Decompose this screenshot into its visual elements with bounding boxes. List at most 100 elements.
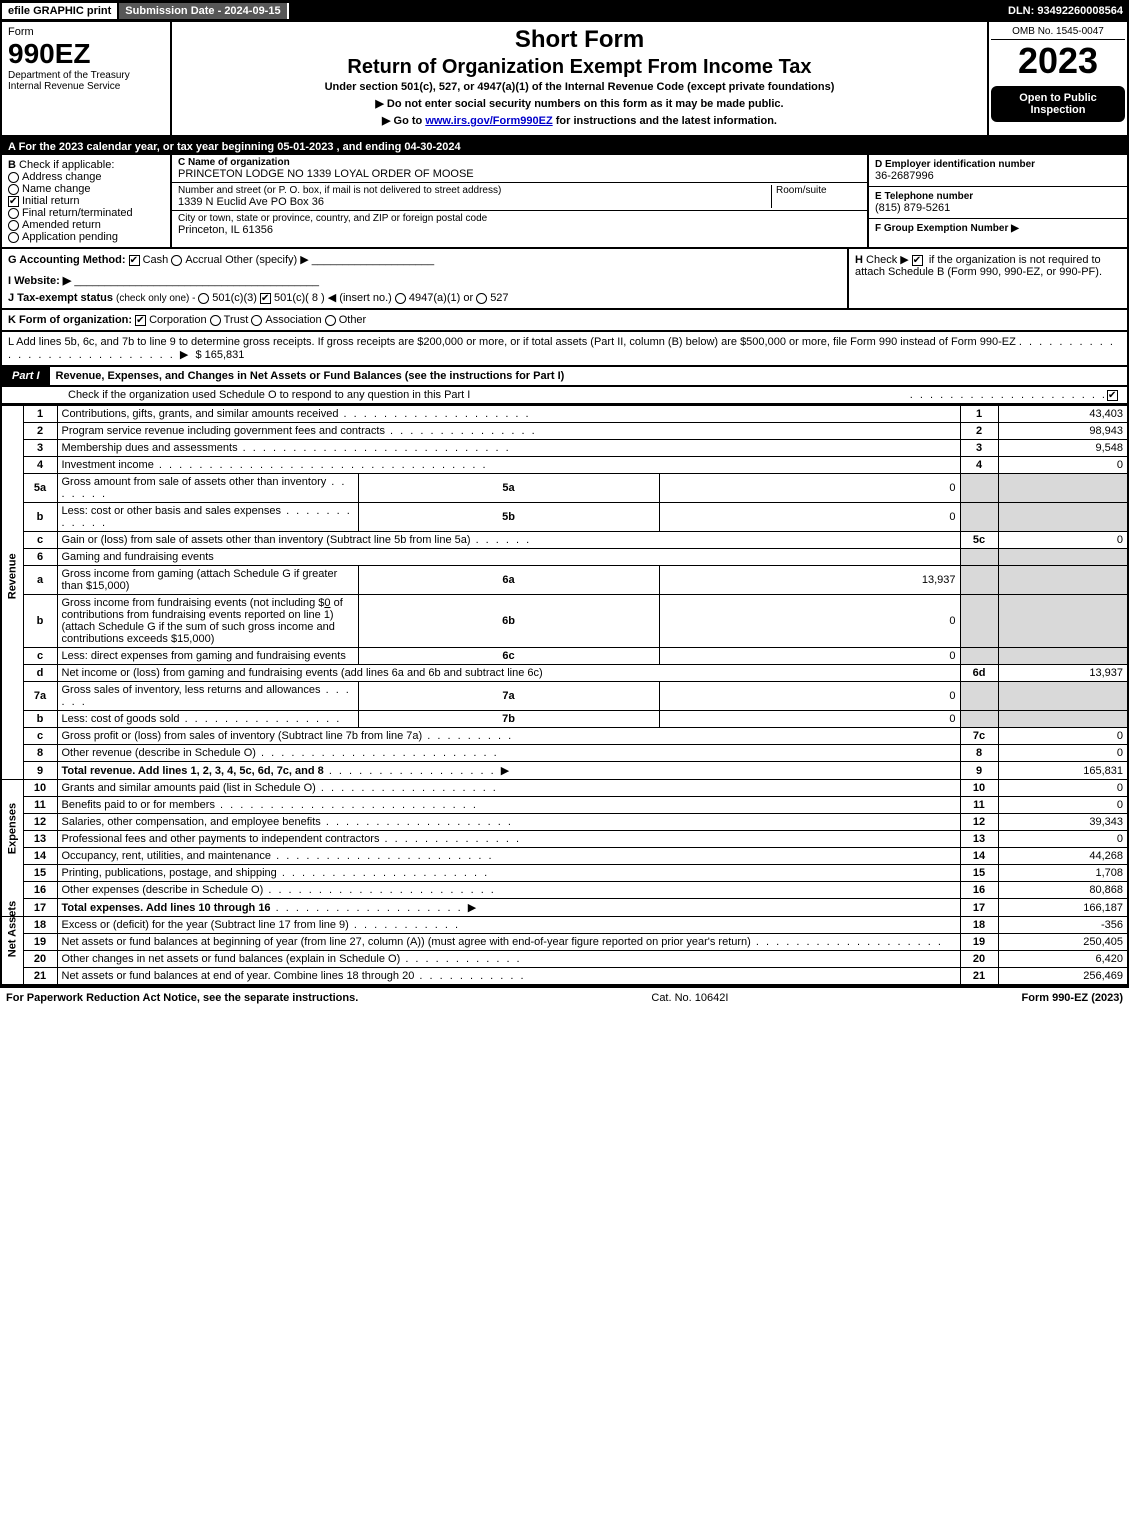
form-number: 990EZ <box>8 38 164 70</box>
row-5c: c Gain or (loss) from sale of assets oth… <box>1 532 1128 549</box>
sub-5a: 5a <box>358 474 659 503</box>
tax-year: 2023 <box>991 40 1125 82</box>
row-7a: 7a Gross sales of inventory, less return… <box>1 682 1128 711</box>
form-word: Form <box>8 26 164 38</box>
instr2-post: for instructions and the latest informat… <box>553 115 777 127</box>
chk-association[interactable] <box>251 315 262 326</box>
desc-6c: Less: direct expenses from gaming and fu… <box>62 650 346 662</box>
sv-7a: 0 <box>659 682 960 711</box>
row-21: 21 Net assets or fund balances at end of… <box>1 968 1128 986</box>
chk-501c3[interactable] <box>198 293 209 304</box>
chk-application-pending[interactable] <box>8 232 19 243</box>
rn-15: 15 <box>960 865 998 882</box>
section-gh: G Accounting Method: Cash Accrual Other … <box>0 249 1129 310</box>
desc-20: Other changes in net assets or fund bala… <box>62 953 401 965</box>
chk-527[interactable] <box>476 293 487 304</box>
chk-other-org[interactable] <box>325 315 336 326</box>
opt-initial-return: Initial return <box>22 195 79 207</box>
row-5a: 5a Gross amount from sale of assets othe… <box>1 474 1128 503</box>
part-i-check-row: Check if the organization used Schedule … <box>0 387 1129 405</box>
rv-12: 39,343 <box>998 814 1128 831</box>
rv-14: 44,268 <box>998 848 1128 865</box>
row-11: 11 Benefits paid to or for members . . .… <box>1 797 1128 814</box>
rv-9: 165,831 <box>998 762 1128 780</box>
chk-final-return[interactable] <box>8 208 19 219</box>
chk-address-change[interactable] <box>8 172 19 183</box>
ln-12: 12 <box>23 814 57 831</box>
section-def: D Employer identification number 36-2687… <box>867 155 1127 247</box>
shade-5a-v <box>998 474 1128 503</box>
j-sub: (check only one) - <box>116 293 198 304</box>
rn-6d: 6d <box>960 665 998 682</box>
ln-17: 17 <box>23 899 57 917</box>
ln-10: 10 <box>23 780 57 797</box>
chk-4947[interactable] <box>395 293 406 304</box>
chk-trust[interactable] <box>210 315 221 326</box>
rv-15: 1,708 <box>998 865 1128 882</box>
shade-7a-v <box>998 682 1128 711</box>
chk-accrual[interactable] <box>171 255 182 266</box>
section-c: C Name of organization PRINCETON LODGE N… <box>172 155 867 247</box>
ln-6b: b <box>23 595 57 648</box>
rv-13: 0 <box>998 831 1128 848</box>
ln-16: 16 <box>23 882 57 899</box>
chk-schedule-o[interactable] <box>1107 390 1118 401</box>
short-form-title: Short Form <box>178 26 981 54</box>
row-15: 15 Printing, publications, postage, and … <box>1 865 1128 882</box>
chk-cash[interactable] <box>129 255 140 266</box>
row-14: 14 Occupancy, rent, utilities, and maint… <box>1 848 1128 865</box>
irs-link[interactable]: www.irs.gov/Form990EZ <box>425 115 552 127</box>
header-left: Form 990EZ Department of the Treasury In… <box>2 22 172 135</box>
org-city: Princeton, IL 61356 <box>178 224 861 236</box>
chk-amended-return[interactable] <box>8 220 19 231</box>
row-19: 19 Net assets or fund balances at beginn… <box>1 934 1128 951</box>
form-header: Form 990EZ Department of the Treasury In… <box>0 22 1129 137</box>
row-6: 6 Gaming and fundraising events <box>1 549 1128 566</box>
j-label: J Tax-exempt status <box>8 292 116 304</box>
chk-501c[interactable] <box>260 293 271 304</box>
c-city-label: City or town, state or province, country… <box>178 213 861 224</box>
chk-name-change[interactable] <box>8 184 19 195</box>
opt-501c3: 501(c)(3) <box>212 292 257 304</box>
ln-19: 19 <box>23 934 57 951</box>
header-right: OMB No. 1545-0047 2023 Open to Public In… <box>987 22 1127 135</box>
shade-7a <box>960 682 998 711</box>
expenses-rot: Expenses <box>1 780 23 917</box>
rv-7c: 0 <box>998 728 1128 745</box>
shade-6a-v <box>998 566 1128 595</box>
ln-6: 6 <box>23 549 57 566</box>
ln-8: 8 <box>23 745 57 762</box>
desc-18: Excess or (deficit) for the year (Subtra… <box>62 919 349 931</box>
rn-16: 16 <box>960 882 998 899</box>
h-pre: Check ▶ <box>866 254 912 266</box>
ln-5a: 5a <box>23 474 57 503</box>
row-6a: a Gross income from gaming (attach Sched… <box>1 566 1128 595</box>
row-10: Expenses 10 Grants and similar amounts p… <box>1 780 1128 797</box>
row-18: Net Assets 18 Excess or (deficit) for th… <box>1 917 1128 934</box>
ln-6d: d <box>23 665 57 682</box>
chk-corporation[interactable] <box>135 315 146 326</box>
top-bar: efile GRAPHIC print Submission Date - 20… <box>0 0 1129 22</box>
ln-11: 11 <box>23 797 57 814</box>
sub-7a: 7a <box>358 682 659 711</box>
l-amount: $ 165,831 <box>195 349 244 361</box>
chk-h[interactable] <box>912 255 923 266</box>
row-13: 13 Professional fees and other payments … <box>1 831 1128 848</box>
row-16: 16 Other expenses (describe in Schedule … <box>1 882 1128 899</box>
row-20: 20 Other changes in net assets or fund b… <box>1 951 1128 968</box>
row-7b: b Less: cost of goods sold . . . . . . .… <box>1 711 1128 728</box>
desc-6a: Gross income from gaming (attach Schedul… <box>62 568 338 592</box>
b-label: Check if applicable: <box>19 159 114 171</box>
rn-7c: 7c <box>960 728 998 745</box>
ln-5b: b <box>23 503 57 532</box>
row-12: 12 Salaries, other compensation, and emp… <box>1 814 1128 831</box>
ln-7b: b <box>23 711 57 728</box>
desc-19: Net assets or fund balances at beginning… <box>62 936 751 948</box>
opt-final-return: Final return/terminated <box>22 207 133 219</box>
chk-initial-return[interactable] <box>8 196 19 207</box>
desc-8: Other revenue (describe in Schedule O) <box>62 747 256 759</box>
rv-1: 43,403 <box>998 406 1128 423</box>
under-section: Under section 501(c), 527, or 4947(a)(1)… <box>178 81 981 93</box>
shade-6b-v <box>998 595 1128 648</box>
part-i-table: Revenue 1 Contributions, gifts, grants, … <box>0 405 1129 986</box>
